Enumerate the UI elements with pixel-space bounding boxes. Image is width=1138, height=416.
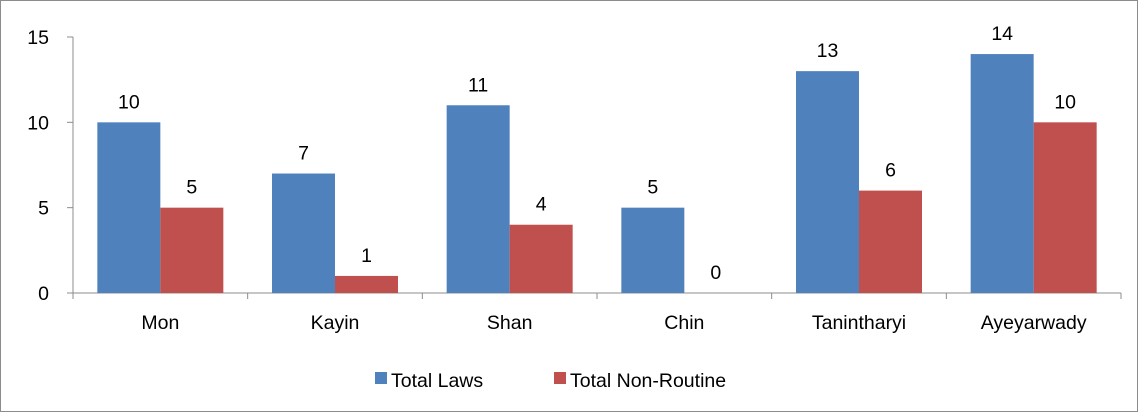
data-label: 0 bbox=[710, 262, 721, 284]
y-tick-label: 5 bbox=[38, 198, 49, 220]
x-tick-label: Kayin bbox=[311, 312, 360, 334]
bar-total-laws bbox=[97, 122, 161, 293]
legend-swatch bbox=[375, 372, 387, 384]
x-tick-label: Mon bbox=[141, 312, 179, 334]
legend: Total Laws Total Non-Routine bbox=[375, 370, 726, 392]
bar-total-non-routine bbox=[509, 224, 573, 293]
bar-total-laws bbox=[272, 173, 335, 293]
x-tick-label: Ayeyarwady bbox=[981, 312, 1087, 334]
bar-total-laws bbox=[970, 54, 1034, 293]
data-label: 6 bbox=[885, 160, 896, 182]
bar-total-non-routine bbox=[1033, 122, 1097, 293]
data-label: 4 bbox=[536, 194, 547, 216]
bars bbox=[97, 54, 1097, 294]
x-tick-label: Chin bbox=[664, 312, 704, 334]
x-tick-label: Shan bbox=[487, 312, 533, 334]
bar-total-non-routine bbox=[160, 207, 224, 293]
data-label: 13 bbox=[817, 40, 839, 62]
data-label: 1 bbox=[361, 245, 372, 267]
data-label: 5 bbox=[186, 177, 197, 199]
data-label: 11 bbox=[468, 74, 488, 96]
data-label: 10 bbox=[118, 91, 140, 113]
bar-total-laws bbox=[796, 71, 859, 293]
y-tick-label: 10 bbox=[27, 112, 49, 134]
y-tick-label: 0 bbox=[38, 283, 49, 305]
data-label: 10 bbox=[1054, 91, 1076, 113]
legend-swatch bbox=[554, 372, 566, 384]
legend-label: Total Laws bbox=[391, 370, 483, 392]
data-label: 7 bbox=[298, 143, 309, 165]
bar-total-laws bbox=[446, 105, 510, 294]
data-label: 14 bbox=[991, 23, 1013, 45]
bar-total-non-routine bbox=[859, 190, 922, 293]
legend-label: Total Non-Routine bbox=[570, 370, 726, 392]
data-label: 5 bbox=[647, 177, 658, 199]
bar-total-laws bbox=[621, 207, 685, 293]
bar-total-non-routine bbox=[335, 275, 398, 293]
y-tick-label: 15 bbox=[27, 27, 49, 49]
x-tick-label: Tanintharyi bbox=[812, 312, 906, 334]
